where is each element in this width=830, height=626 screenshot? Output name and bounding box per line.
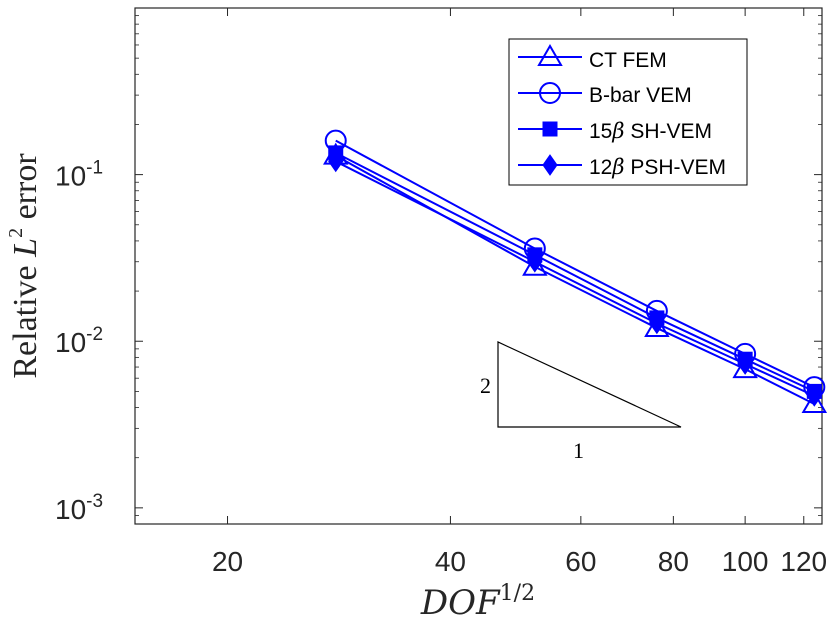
legend-marker-ct-fem	[537, 44, 563, 66]
legend-label-sh-vem: 15β SH-VEM	[589, 119, 712, 143]
data-point-ct-fem	[801, 391, 828, 414]
x-tick-label: 60	[565, 546, 596, 577]
legend-markers	[518, 44, 582, 176]
slope-run-label: 1	[573, 438, 584, 463]
legend-psh-suffix: PSH-VEM	[625, 156, 727, 179]
y-tick-label: 10-2	[55, 324, 103, 358]
y-axis-label-sup: 2	[5, 228, 27, 238]
legend: CT FEM B-bar VEM 15β SH-VEM 12β PSH-VEM	[508, 38, 748, 186]
series-layer	[322, 129, 828, 414]
legend-label-ct-fem: CT FEM	[589, 49, 667, 72]
x-tick-label: 100	[722, 546, 769, 577]
y-axis-label-suffix: error	[7, 153, 44, 228]
legend-sh-beta: β	[611, 119, 624, 143]
data-point-psh-vem	[737, 353, 753, 375]
legend-psh-prefix: 12	[589, 156, 612, 179]
x-axis-label-sup: 1/2	[500, 581, 535, 606]
x-tick-label: 120	[780, 546, 827, 577]
x-tick-label: 40	[435, 546, 466, 577]
x-axis-label-base: DOF	[420, 583, 501, 623]
y-tick-label-exp: -2	[86, 324, 103, 345]
x-axis-label: DOF1/2	[420, 581, 535, 623]
y-tick-label: 10-3	[55, 491, 103, 525]
legend-marker-b-bar-vem	[539, 82, 561, 104]
legend-label-bbar-vem: B-bar VEM	[589, 84, 692, 107]
data-point-psh-vem	[649, 312, 665, 335]
y-tick-label: 10-1	[55, 158, 103, 192]
x-tick-label: 80	[658, 546, 689, 577]
x-tick-label: 20	[212, 546, 243, 577]
legend-sh-suffix: SH-VEM	[625, 120, 713, 143]
legend-marker-psh-vem	[542, 154, 558, 176]
y-tick-label-exp: -3	[86, 491, 103, 512]
y-axis-label-var: L	[7, 238, 44, 258]
y-tick-label-exp: -1	[86, 158, 103, 179]
data-point-psh-vem	[527, 250, 543, 273]
data-point-psh-vem	[806, 384, 822, 407]
y-tick-label-base: 10	[55, 494, 86, 525]
legend-psh-beta: β	[611, 155, 624, 179]
data-point-psh-vem	[328, 150, 344, 173]
slope-rise-label: 2	[480, 373, 491, 398]
legend-label-psh-vem: 12β PSH-VEM	[589, 155, 726, 179]
legend-marker-sh-vem	[542, 121, 558, 137]
legend-sh-prefix: 15	[589, 120, 612, 143]
y-tick-label-base: 10	[55, 327, 86, 358]
slope-triangle	[497, 341, 682, 428]
y-axis-label-prefix: Relative	[7, 257, 44, 379]
y-tick-label-base: 10	[55, 161, 86, 192]
y-axis-label: Relative L2 error	[5, 153, 44, 379]
